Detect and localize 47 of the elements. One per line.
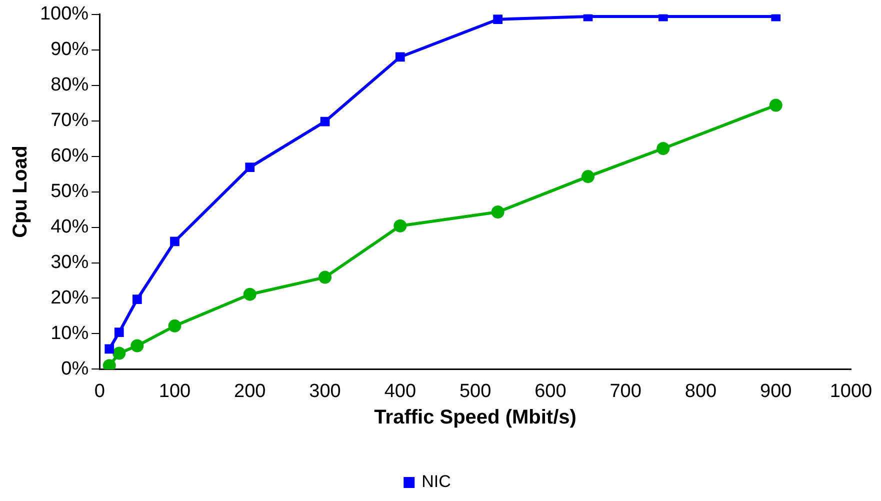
x-tick-label: 700	[610, 380, 642, 402]
y-tick-label: 50%	[50, 181, 89, 202]
point	[102, 359, 116, 370]
point	[114, 328, 124, 337]
y-tick-label: 0%	[61, 358, 89, 380]
x-tick-label: 800	[684, 380, 717, 402]
y-tick-label: 30%	[50, 252, 89, 273]
point	[658, 14, 668, 22]
point	[104, 344, 114, 354]
x-tick-label: 400	[384, 380, 416, 402]
x-tick-label: 100	[158, 380, 191, 402]
x-tick-label: 600	[534, 380, 566, 402]
x-tick-label: 900	[760, 380, 792, 402]
y-tick-label: 40%	[50, 216, 89, 238]
x-tick-label: 200	[234, 380, 266, 402]
point	[168, 319, 182, 332]
point	[493, 14, 503, 24]
point	[582, 170, 595, 184]
point	[771, 14, 781, 22]
point	[112, 346, 126, 360]
point	[132, 294, 142, 304]
x-tick-label: 300	[309, 380, 341, 402]
point	[130, 339, 144, 352]
y-tick-label: 60%	[50, 146, 89, 167]
point	[491, 206, 504, 219]
y-axis-title: Cpu Load	[10, 146, 32, 238]
point	[395, 52, 405, 62]
y-tick-label: 80%	[50, 74, 89, 96]
y-tick-label: 20%	[50, 287, 89, 308]
y-tick-label: 90%	[50, 39, 89, 60]
point	[394, 219, 407, 232]
y-tick-label: 100%	[40, 4, 89, 25]
point	[656, 142, 670, 156]
point	[318, 270, 332, 284]
point	[243, 288, 256, 301]
legend-label: NIC	[422, 472, 451, 492]
point	[320, 116, 330, 126]
point	[245, 162, 255, 172]
y-tick-label: 10%	[50, 322, 89, 344]
point	[583, 14, 593, 22]
x-tick-label: 500	[459, 380, 492, 402]
y-tick-label: 70%	[50, 110, 89, 132]
x-axis-title: Traffic Speed (Mbit/s)	[374, 406, 576, 429]
x-tick-label: 1000	[830, 380, 872, 402]
x-tick-label: 0	[94, 380, 105, 402]
point	[170, 236, 180, 246]
point	[769, 98, 782, 112]
